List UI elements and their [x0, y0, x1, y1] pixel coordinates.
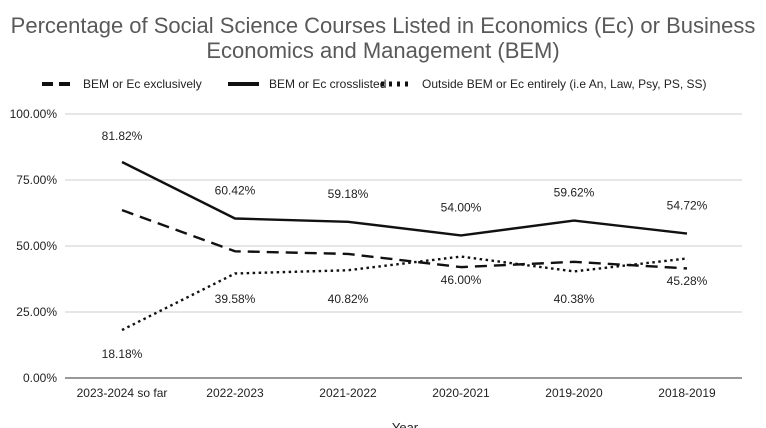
series-line-solid: [121, 160, 688, 237]
data-label: 39.58%: [215, 292, 256, 306]
data-label: 81.82%: [102, 129, 143, 143]
data-label: 54.00%: [441, 200, 482, 214]
data-label: 60.42%: [215, 183, 256, 197]
x-tick-label: 2020-2021: [432, 386, 490, 400]
data-label: 45.28%: [667, 274, 708, 288]
data-labels: 81.82% 60.42% 59.18% 54.00% 59.62% 54.72% 18.1…: [102, 129, 708, 361]
y-tick-label: 50.00%: [16, 239, 57, 253]
gridlines: [65, 113, 742, 379]
data-label: 59.18%: [328, 187, 369, 201]
chart-title-line-1: Percentage of Social Science Courses Lis…: [11, 13, 756, 38]
data-label: 59.62%: [554, 186, 595, 200]
series-line-dashed: [121, 208, 688, 270]
x-tick-label: 2019-2020: [545, 386, 603, 400]
data-label: 40.38%: [554, 292, 595, 306]
y-tick-label: 100.00%: [10, 107, 58, 121]
chart-title-line-2: Economics and Management (BEM): [206, 38, 559, 63]
legend: BEM or Ec exclusively BEM or Ec crosslist…: [42, 77, 707, 91]
data-label: 18.18%: [102, 347, 143, 361]
legend-label: BEM or Ec exclusively: [83, 77, 202, 91]
legend-label: Outside BEM or Ec entirely (i.e An, Law,…: [422, 77, 707, 91]
x-tick-label: 2021-2022: [319, 386, 377, 400]
data-label: 46.00%: [441, 273, 482, 287]
y-tick-label: 0.00%: [23, 371, 57, 385]
y-tick-label: 75.00%: [16, 173, 57, 187]
y-tick-label: 25.00%: [16, 305, 57, 319]
series-lines: [121, 160, 688, 332]
x-tick-label: 2018-2019: [658, 386, 716, 400]
x-tick-label: 2022-2023: [206, 386, 264, 400]
series-line-dotted: [121, 255, 688, 332]
data-label: 54.72%: [667, 199, 708, 213]
x-axis-ticks: 2023-2024 so far 2022-2023 2021-2022 2020-2…: [77, 386, 716, 400]
legend-label: BEM or Ec crosslisted: [269, 77, 386, 91]
x-tick-label: 2023-2024 so far: [77, 386, 168, 400]
data-label: 40.82%: [328, 292, 369, 306]
y-axis-ticks: 0.00% 25.00% 50.00% 75.00% 100.00%: [10, 107, 58, 385]
x-axis-title: Year: [392, 420, 419, 428]
